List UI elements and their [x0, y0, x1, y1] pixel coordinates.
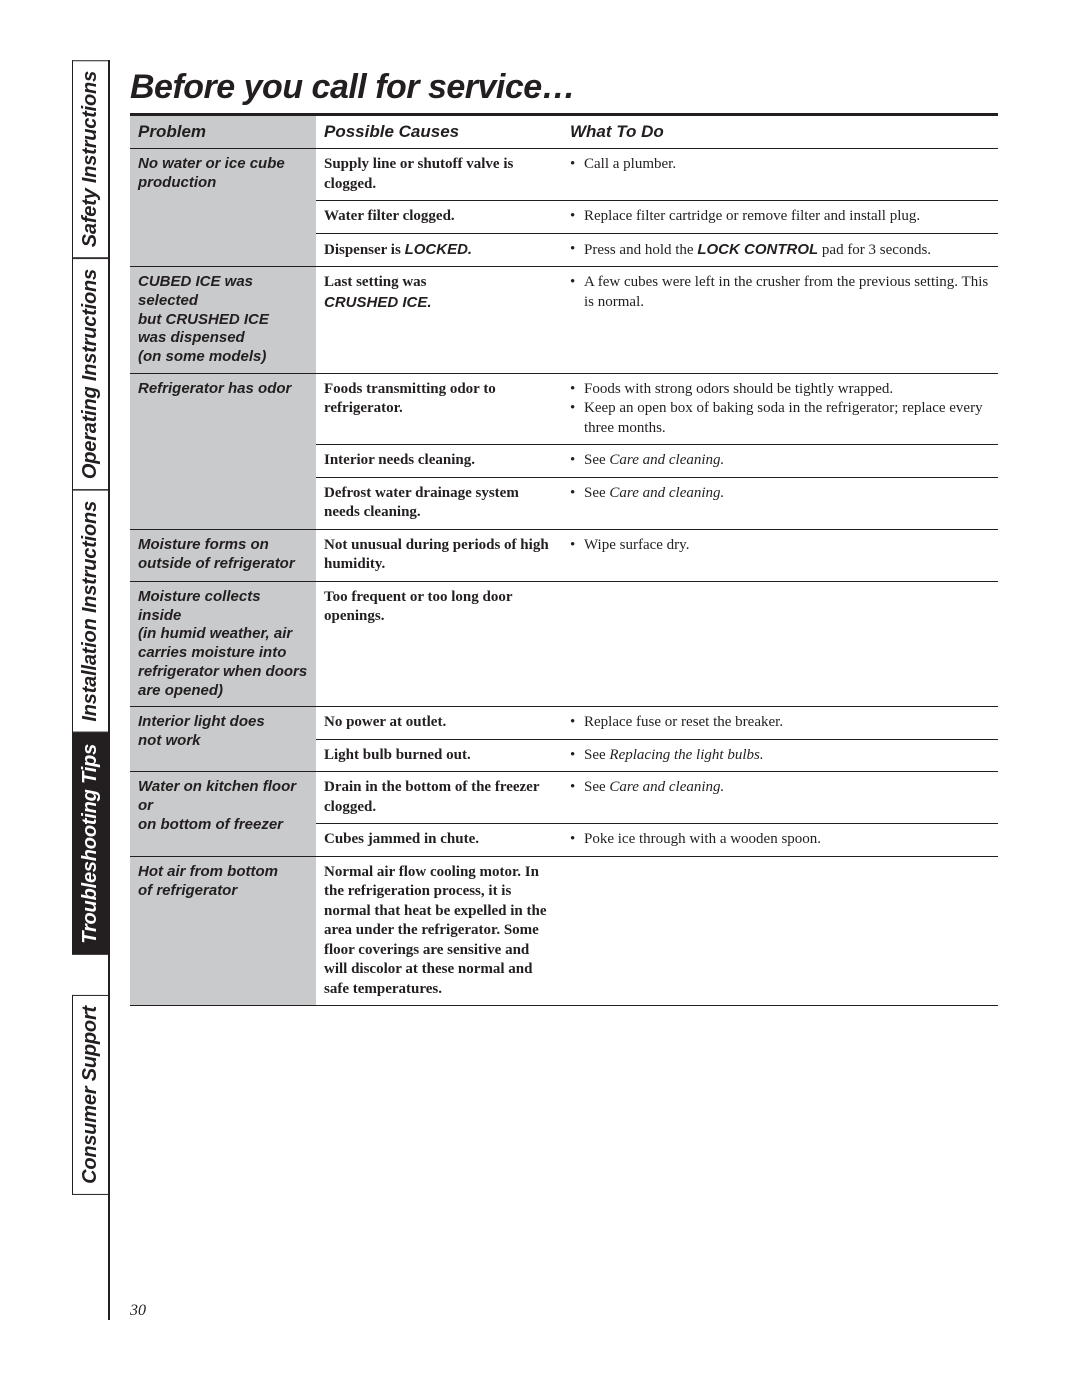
- todo-bullet: •See Care and cleaning.: [570, 778, 990, 798]
- table-row: Moisture forms on outside of refrigerato…: [130, 529, 998, 581]
- todo-cell: •A few cubes were left in the crusher fr…: [562, 267, 998, 374]
- content-area: Before you call for service… ProblemPoss…: [110, 68, 998, 1006]
- cause-cell: Dispenser is LOCKED.: [316, 233, 562, 267]
- todo-text: Press and hold the LOCK CONTROL pad for …: [584, 240, 990, 261]
- todo-cell: •See Replacing the light bulbs.: [562, 739, 998, 772]
- cause-cell: Defrost water drainage system needs clea…: [316, 477, 562, 529]
- bullet-dot: •: [570, 240, 584, 260]
- todo-text: Wipe surface dry.: [584, 536, 990, 556]
- todo-text: Replace fuse or reset the breaker.: [584, 713, 990, 733]
- page-title: Before you call for service…: [130, 68, 998, 107]
- todo-cell: •Poke ice through with a wooden spoon.: [562, 824, 998, 857]
- todo-text: See Care and cleaning.: [584, 451, 990, 471]
- cause-cell: Drain in the bottom of the freezer clogg…: [316, 772, 562, 824]
- todo-cell: [562, 581, 998, 707]
- todo-bullet: •See Care and cleaning.: [570, 484, 990, 504]
- todo-cell: •Wipe surface dry.: [562, 529, 998, 581]
- cause-cell: Light bulb burned out.: [316, 739, 562, 772]
- table-row: CUBED ICE was selectedbut CRUSHED ICEwas…: [130, 267, 998, 374]
- todo-text: See Care and cleaning.: [584, 484, 990, 504]
- cause-cell: No power at outlet.: [316, 707, 562, 740]
- section-tabs: Safety InstructionsOperating Instruction…: [72, 60, 108, 1180]
- todo-text: Call a plumber.: [584, 155, 990, 175]
- todo-bullet: •Keep an open box of baking soda in the …: [570, 399, 990, 438]
- bullet-dot: •: [570, 273, 584, 293]
- todo-bullet: •Poke ice through with a wooden spoon.: [570, 830, 990, 850]
- bullet-dot: •: [570, 380, 584, 400]
- todo-cell: [562, 856, 998, 1006]
- cause-cell: Cubes jammed in chute.: [316, 824, 562, 857]
- table-row: No water or ice cube productionSupply li…: [130, 149, 998, 201]
- cause-cell: Too frequent or too long door openings.: [316, 581, 562, 707]
- todo-cell: •Press and hold the LOCK CONTROL pad for…: [562, 233, 998, 267]
- todo-cell: •Replace fuse or reset the breaker.: [562, 707, 998, 740]
- todo-text: Replace filter cartridge or remove filte…: [584, 207, 990, 227]
- todo-cell: •See Care and cleaning.: [562, 445, 998, 478]
- problem-cell: Refrigerator has odor: [130, 373, 316, 529]
- todo-text: See Replacing the light bulbs.: [584, 746, 990, 766]
- bullet-dot: •: [570, 207, 584, 227]
- todo-bullet: •Replace filter cartridge or remove filt…: [570, 207, 990, 227]
- bullet-dot: •: [570, 155, 584, 175]
- todo-bullet: •Press and hold the LOCK CONTROL pad for…: [570, 240, 990, 261]
- todo-cell: •See Care and cleaning.: [562, 477, 998, 529]
- todo-cell: •Call a plumber.: [562, 149, 998, 201]
- todo-text: See Care and cleaning.: [584, 778, 990, 798]
- todo-cell: •See Care and cleaning.: [562, 772, 998, 824]
- problem-cell: Moisture collects inside(in humid weathe…: [130, 581, 316, 707]
- table-row: Water on kitchen floor oron bottom of fr…: [130, 772, 998, 824]
- page: Safety InstructionsOperating Instruction…: [108, 60, 998, 1320]
- header-causes: Possible Causes: [316, 116, 562, 149]
- todo-cell: •Foods with strong odors should be tight…: [562, 373, 998, 445]
- cause-cell: Interior needs cleaning.: [316, 445, 562, 478]
- problem-cell: Moisture forms on outside of refrigerato…: [130, 529, 316, 581]
- cause-cell: Supply line or shutoff valve is clogged.: [316, 149, 562, 201]
- tab-operating-instructions[interactable]: Operating Instructions: [72, 258, 108, 490]
- cause-cell: Not unusual during periods of high humid…: [316, 529, 562, 581]
- todo-text: Foods with strong odors should be tightl…: [584, 380, 990, 400]
- cause-cell: Last setting wasCRUSHED ICE.: [316, 267, 562, 374]
- tab-troubleshooting-tips[interactable]: Troubleshooting Tips: [72, 733, 108, 955]
- cause-cell: Normal air flow cooling motor. In the re…: [316, 856, 562, 1006]
- bullet-dot: •: [570, 484, 584, 504]
- tab-installation-instructions[interactable]: Installation Instructions: [72, 490, 108, 733]
- problem-cell: No water or ice cube production: [130, 149, 316, 267]
- problem-cell: Water on kitchen floor oron bottom of fr…: [130, 772, 316, 857]
- todo-bullet: •Wipe surface dry.: [570, 536, 990, 556]
- bullet-dot: •: [570, 830, 584, 850]
- problem-cell: Hot air from bottomof refrigerator: [130, 856, 316, 1006]
- todo-bullet: •See Replacing the light bulbs.: [570, 746, 990, 766]
- bullet-dot: •: [570, 536, 584, 556]
- bullet-dot: •: [570, 778, 584, 798]
- tab-safety-instructions[interactable]: Safety Instructions: [72, 60, 108, 258]
- table-header-row: ProblemPossible CausesWhat To Do: [130, 116, 998, 149]
- troubleshooting-table: ProblemPossible CausesWhat To DoNo water…: [130, 116, 998, 1006]
- todo-bullet: •Foods with strong odors should be tight…: [570, 380, 990, 400]
- bullet-dot: •: [570, 713, 584, 733]
- todo-bullet: •Call a plumber.: [570, 155, 990, 175]
- page-number: 30: [130, 1302, 146, 1320]
- todo-bullet: •A few cubes were left in the crusher fr…: [570, 273, 990, 312]
- todo-bullet: •Replace fuse or reset the breaker.: [570, 713, 990, 733]
- table-row: Moisture collects inside(in humid weathe…: [130, 581, 998, 707]
- header-problem: Problem: [130, 116, 316, 149]
- problem-cell: CUBED ICE was selectedbut CRUSHED ICEwas…: [130, 267, 316, 374]
- bullet-dot: •: [570, 399, 584, 419]
- header-todo: What To Do: [562, 116, 998, 149]
- table-row: Interior light doesnot workNo power at o…: [130, 707, 998, 740]
- cause-cell: Water filter clogged.: [316, 201, 562, 234]
- table-body: ProblemPossible CausesWhat To DoNo water…: [130, 116, 998, 1006]
- tab-consumer-support[interactable]: Consumer Support: [72, 995, 108, 1195]
- bullet-dot: •: [570, 451, 584, 471]
- todo-text: A few cubes were left in the crusher fro…: [584, 273, 990, 312]
- cause-cell: Foods transmitting odor to refrigerator.: [316, 373, 562, 445]
- todo-bullet: •See Care and cleaning.: [570, 451, 990, 471]
- problem-cell: Interior light doesnot work: [130, 707, 316, 772]
- table-row: Hot air from bottomof refrigeratorNormal…: [130, 856, 998, 1006]
- table-row: Refrigerator has odorFoods transmitting …: [130, 373, 998, 445]
- todo-text: Poke ice through with a wooden spoon.: [584, 830, 990, 850]
- bullet-dot: •: [570, 746, 584, 766]
- todo-cell: •Replace filter cartridge or remove filt…: [562, 201, 998, 234]
- todo-text: Keep an open box of baking soda in the r…: [584, 399, 990, 438]
